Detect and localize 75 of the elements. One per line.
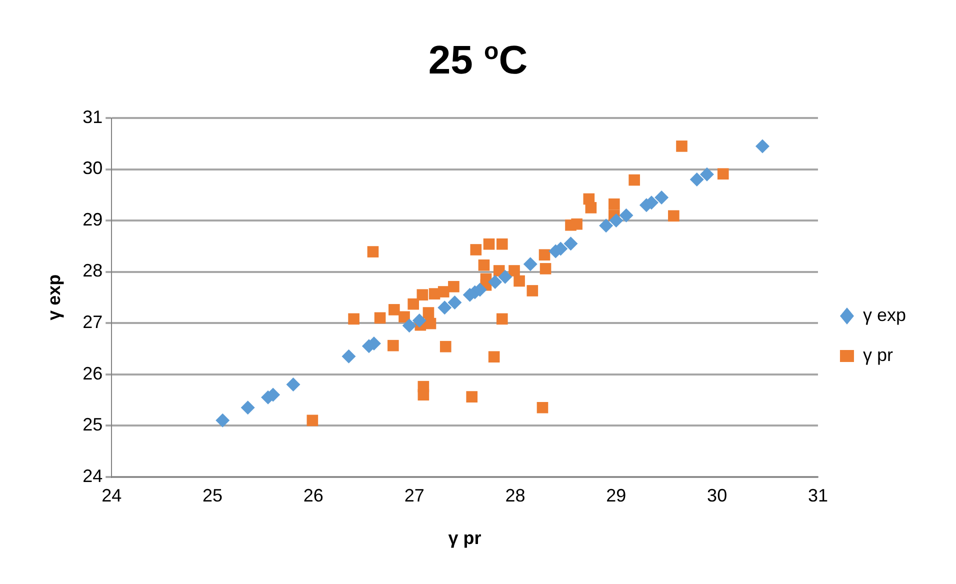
- y-tick-label: 25: [82, 414, 103, 435]
- point: [536, 402, 548, 414]
- point: [412, 313, 426, 328]
- x-tick-label: 29: [606, 486, 626, 506]
- point: [422, 307, 434, 318]
- point: [342, 349, 356, 364]
- point: [466, 391, 478, 402]
- point: [690, 172, 704, 187]
- point: [599, 218, 614, 233]
- point: [608, 198, 620, 210]
- point: [483, 238, 495, 250]
- x-tick-label: 26: [303, 486, 324, 506]
- y-axis-title: γ exp: [44, 274, 64, 320]
- x-tick-label: 31: [808, 486, 828, 506]
- point: [700, 167, 714, 182]
- y-tick-label: 27: [82, 312, 103, 332]
- point: [306, 414, 318, 426]
- point: [416, 289, 428, 300]
- point: [514, 275, 525, 287]
- x-tick-label: 24: [102, 486, 122, 506]
- point: [571, 218, 582, 230]
- point: [367, 246, 379, 258]
- point: [478, 259, 490, 271]
- point: [488, 275, 502, 290]
- point: [408, 298, 419, 310]
- point: [348, 313, 360, 325]
- point: [676, 140, 688, 152]
- y-tick-label: 28: [82, 260, 103, 281]
- point: [418, 389, 430, 400]
- point: [654, 190, 669, 204]
- point: [438, 286, 450, 298]
- point: [564, 236, 578, 251]
- point: [668, 210, 680, 222]
- point: [538, 249, 550, 261]
- point: [388, 340, 399, 352]
- x-tick-label: 25: [202, 486, 223, 506]
- point: [523, 257, 538, 272]
- point: [402, 318, 416, 333]
- point: [448, 296, 462, 310]
- y-tick-label: 30: [82, 158, 103, 178]
- point: [496, 313, 508, 325]
- legend-label: γ exp: [862, 304, 906, 325]
- x-tick-label: 30: [707, 486, 728, 506]
- point: [440, 340, 452, 352]
- point: [470, 244, 482, 256]
- x-tick-label: 27: [404, 486, 424, 506]
- point: [488, 351, 500, 363]
- point: [374, 312, 386, 324]
- y-tick-label: 26: [82, 363, 103, 384]
- x-axis-title: γ pr: [448, 528, 482, 548]
- point: [508, 265, 520, 276]
- point: [717, 168, 729, 180]
- y-tick-label: 29: [82, 209, 103, 230]
- point: [398, 311, 410, 323]
- point: [628, 174, 640, 186]
- y-tick-label: 24: [82, 466, 103, 486]
- point: [438, 300, 452, 315]
- point: [240, 400, 255, 415]
- point: [498, 270, 512, 284]
- point: [448, 280, 460, 292]
- y-tick-label: 31: [82, 106, 103, 127]
- point: [496, 238, 508, 250]
- point: [216, 413, 230, 428]
- chart-title: 25 $^{o}$C: [427, 38, 529, 84]
- point: [609, 214, 624, 228]
- point: [424, 318, 436, 330]
- x-tick-label: 28: [505, 486, 526, 506]
- point: [286, 378, 300, 392]
- point: [388, 304, 400, 316]
- point: [755, 139, 770, 154]
- point: [540, 263, 552, 274]
- legend-label: γ pr: [862, 344, 893, 365]
- point: [619, 208, 634, 222]
- point: [526, 285, 538, 296]
- point: [585, 202, 597, 214]
